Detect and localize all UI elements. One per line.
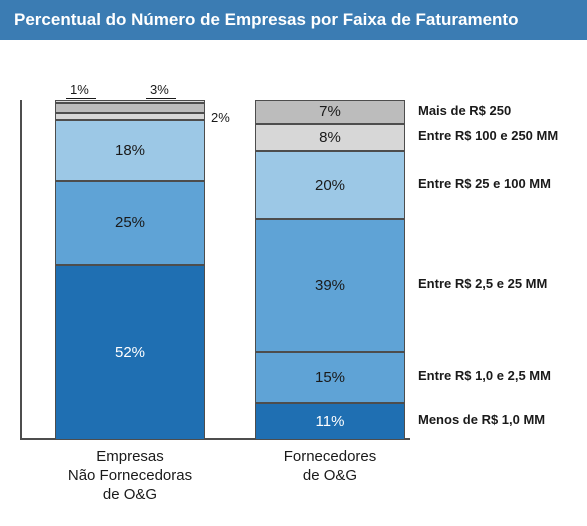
bar-col2: 11%15%39%20%8%7%Fornecedoresde O&G [255,100,405,440]
plot-area: 2%3%1%52%25%18%EmpresasNão Fornecedorasd… [20,100,577,440]
legend-item: Entre R$ 25 e 100 MM [418,177,551,192]
segment: 39% [255,219,405,352]
segment-label: 15% [315,369,345,386]
segment: 11% [255,403,405,440]
y-axis [20,100,22,440]
label-underline [66,98,96,99]
segment: 52% [55,265,205,440]
segment: 8% [255,124,405,151]
chart-title: Percentual do Número de Empresas por Fai… [0,0,587,40]
segment-label: 52% [115,344,145,361]
segment-label: 3% [150,83,169,96]
label-underline [146,98,176,99]
x-category-label: EmpresasNão Fornecedorasde O&G [50,448,210,504]
segment-label: 11% [316,413,345,430]
segment-label: 7% [319,103,341,120]
x-category-label: Fornecedoresde O&G [250,448,410,486]
segment-label: 2% [211,111,230,124]
segment [55,100,205,103]
segment-label: 18% [115,142,145,159]
legend-item: Menos de R$ 1,0 MM [418,413,545,428]
legend-item: Entre R$ 1,0 e 2,5 MM [418,369,551,384]
segment: 18% [55,120,205,181]
segment-label: 20% [315,177,345,194]
segment: 20% [255,151,405,219]
legend-item: Entre R$ 2,5 e 25 MM [418,277,547,292]
segment-label: 25% [115,214,145,231]
segment-label: 1% [70,83,89,96]
segment: 25% [55,181,205,265]
segment-label: 39% [315,277,345,294]
legend-item: Entre R$ 100 e 250 MM [418,129,558,144]
bar-col1: 52%25%18%EmpresasNão Fornecedorasde O&G [55,100,205,440]
segment-label: 8% [319,129,341,146]
segment [55,113,205,120]
segment [55,103,205,113]
segment: 7% [255,100,405,124]
chart-container: Percentual do Número de Empresas por Fai… [0,0,587,526]
legend-item: Mais de R$ 250 [418,104,511,119]
segment: 15% [255,352,405,403]
